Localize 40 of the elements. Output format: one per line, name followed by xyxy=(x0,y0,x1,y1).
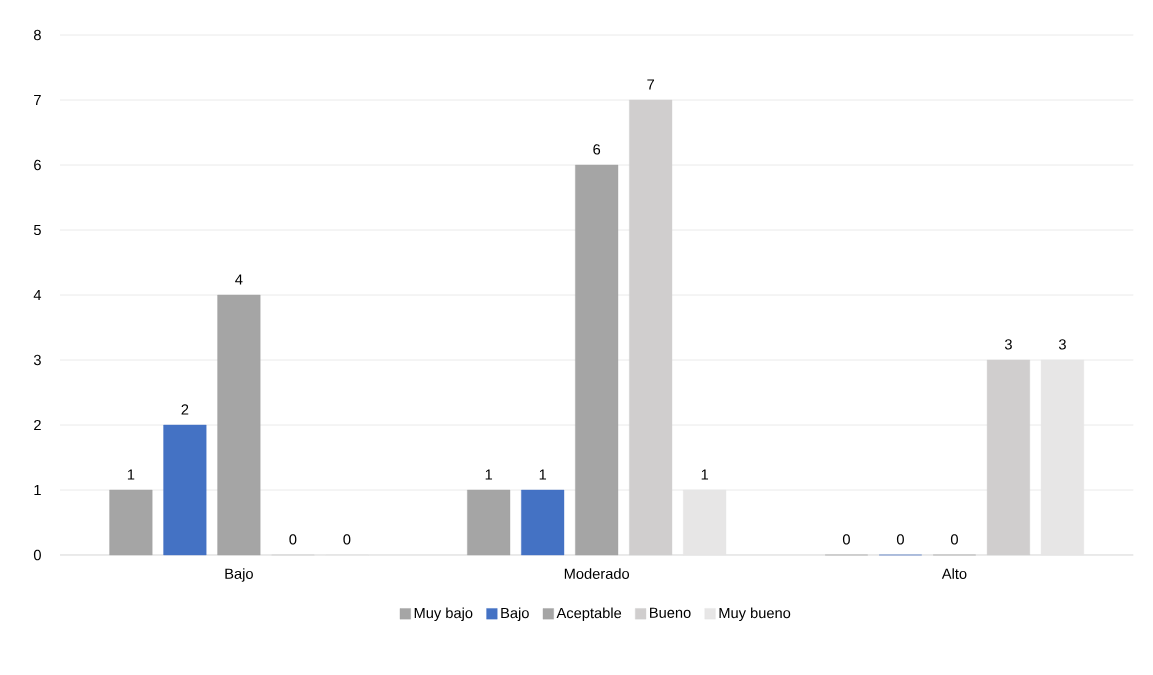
data-label: 1 xyxy=(485,469,493,480)
data-label: 1 xyxy=(539,469,547,480)
y-tick-label: 2 xyxy=(34,419,41,431)
y-tick-label: 3 xyxy=(33,354,41,366)
x-tick-label: Bajo xyxy=(225,568,253,582)
data-label: 4 xyxy=(235,274,243,285)
bar xyxy=(217,294,261,556)
y-tick-label: 1 xyxy=(34,484,41,496)
data-label: 3 xyxy=(1004,339,1012,350)
data-label: 0 xyxy=(950,534,958,545)
y-tick-label: 8 xyxy=(33,29,41,41)
data-label: 1 xyxy=(127,469,135,480)
x-tick-label: Alto xyxy=(941,568,967,579)
bar xyxy=(109,489,153,556)
data-label: 3 xyxy=(1058,339,1066,350)
data-label: 1 xyxy=(701,469,709,480)
bar xyxy=(521,489,565,556)
y-tick-label: 0 xyxy=(33,549,41,561)
data-label: 6 xyxy=(593,144,601,155)
bar xyxy=(467,489,511,556)
bar xyxy=(575,164,619,556)
y-tick-label: 4 xyxy=(33,289,42,301)
legend-label: Bajo xyxy=(501,607,529,622)
y-tick-label: 7 xyxy=(34,94,41,106)
x-tick-label: Moderado xyxy=(564,568,630,579)
data-label: 0 xyxy=(289,534,297,545)
y-tick-label: 6 xyxy=(34,159,41,171)
legend-label: Muy bajo xyxy=(414,607,473,622)
legend-label: Muy bueno xyxy=(719,607,791,622)
data-label: 0 xyxy=(896,534,904,545)
bar xyxy=(683,489,727,556)
bar xyxy=(163,424,207,556)
data-label: 0 xyxy=(343,534,351,545)
y-tick-label: 5 xyxy=(33,224,41,236)
data-label: 0 xyxy=(842,534,850,545)
data-label: 7 xyxy=(647,79,655,90)
bar xyxy=(1040,359,1084,556)
legend-label: Bueno xyxy=(650,607,691,618)
data-label: 2 xyxy=(181,404,189,415)
legend-label: Aceptable xyxy=(556,607,622,622)
